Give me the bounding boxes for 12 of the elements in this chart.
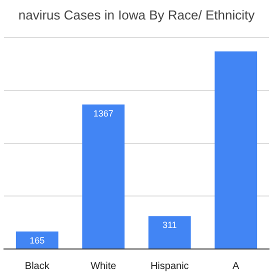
x-tick-label: A [232,260,240,272]
data-label: 1367 [93,108,114,118]
x-tick-label: Hispanic [150,260,189,272]
bar [214,51,258,248]
data-label: 165 [30,236,45,246]
bar [148,216,191,248]
chart-title: navirus Cases in Iowa By Race/ Ethnicity [18,7,256,22]
x-tick-label: White [90,260,117,272]
bar [16,232,58,248]
data-label: 311 [162,220,177,230]
x-tick-label: Black [24,260,50,272]
bar [82,104,125,248]
